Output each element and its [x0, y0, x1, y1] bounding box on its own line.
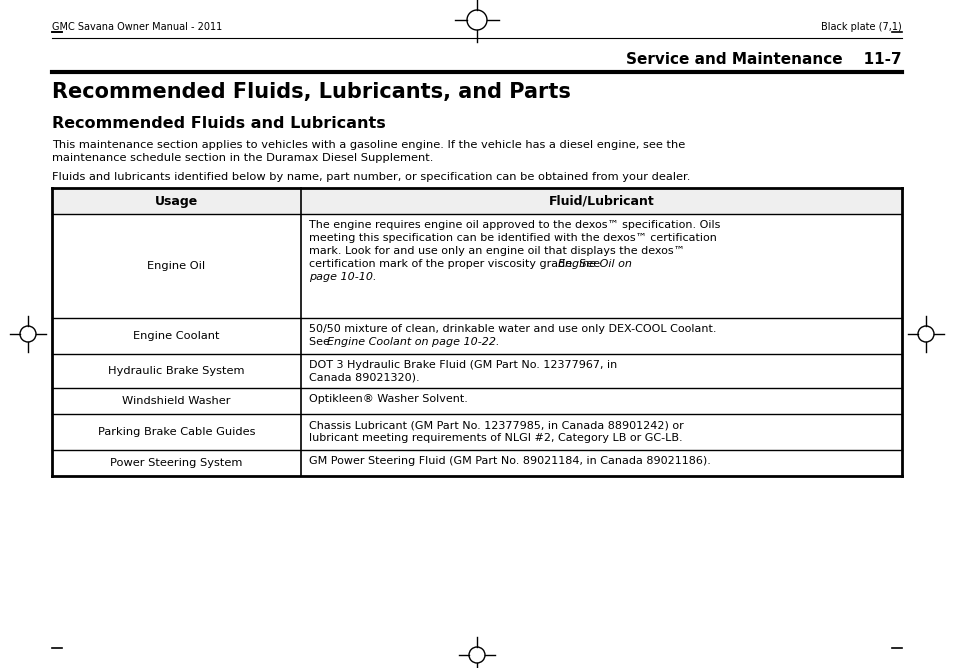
Text: 50/50 mixture of clean, drinkable water and use only DEX-COOL Coolant.: 50/50 mixture of clean, drinkable water … — [309, 324, 716, 334]
Text: maintenance schedule section in the Duramax Diesel Supplement.: maintenance schedule section in the Dura… — [52, 153, 433, 163]
Text: GMC Savana Owner Manual - 2011: GMC Savana Owner Manual - 2011 — [52, 22, 222, 32]
Text: Engine Oil: Engine Oil — [148, 261, 205, 271]
Text: meeting this specification can be identified with the dexos™ certification: meeting this specification can be identi… — [309, 233, 716, 243]
Text: Fluids and lubricants identified below by name, part number, or specification ca: Fluids and lubricants identified below b… — [52, 172, 690, 182]
Text: Canada 89021320).: Canada 89021320). — [309, 373, 419, 383]
Text: Chassis Lubricant (GM Part No. 12377985, in Canada 88901242) or: Chassis Lubricant (GM Part No. 12377985,… — [309, 420, 683, 430]
Text: The engine requires engine oil approved to the dexos™ specification. Oils: The engine requires engine oil approved … — [309, 220, 720, 230]
Text: This maintenance section applies to vehicles with a gasoline engine. If the vehi: This maintenance section applies to vehi… — [52, 140, 684, 150]
Text: Windshield Washer: Windshield Washer — [122, 396, 231, 406]
Text: Optikleen® Washer Solvent.: Optikleen® Washer Solvent. — [309, 394, 467, 404]
Text: Engine Oil on: Engine Oil on — [558, 259, 632, 269]
Text: Engine Coolant: Engine Coolant — [133, 331, 219, 341]
Text: lubricant meeting requirements of NLGI #2, Category LB or GC-LB.: lubricant meeting requirements of NLGI #… — [309, 433, 682, 443]
Text: Fluid/Lubricant: Fluid/Lubricant — [548, 194, 654, 208]
Text: Service and Maintenance    11-7: Service and Maintenance 11-7 — [626, 52, 901, 67]
Text: Engine Coolant on page 10-22.: Engine Coolant on page 10-22. — [327, 337, 499, 347]
Text: Recommended Fluids, Lubricants, and Parts: Recommended Fluids, Lubricants, and Part… — [52, 82, 570, 102]
Text: Hydraulic Brake System: Hydraulic Brake System — [108, 366, 245, 376]
Bar — [52, 188, 901, 214]
Text: Recommended Fluids and Lubricants: Recommended Fluids and Lubricants — [52, 116, 385, 131]
Text: Usage: Usage — [154, 194, 198, 208]
Text: mark. Look for and use only an engine oil that displays the dexos™: mark. Look for and use only an engine oi… — [309, 246, 684, 256]
Text: page 10-10.: page 10-10. — [309, 272, 376, 282]
Text: Parking Brake Cable Guides: Parking Brake Cable Guides — [97, 427, 255, 437]
Text: Black plate (7,1): Black plate (7,1) — [821, 22, 901, 32]
Text: Power Steering System: Power Steering System — [111, 458, 242, 468]
Text: certification mark of the proper viscosity grade. See: certification mark of the proper viscosi… — [309, 259, 603, 269]
Text: See: See — [309, 337, 333, 347]
Text: GM Power Steering Fluid (GM Part No. 89021184, in Canada 89021186).: GM Power Steering Fluid (GM Part No. 890… — [309, 456, 710, 466]
Text: DOT 3 Hydraulic Brake Fluid (GM Part No. 12377967, in: DOT 3 Hydraulic Brake Fluid (GM Part No.… — [309, 360, 617, 370]
